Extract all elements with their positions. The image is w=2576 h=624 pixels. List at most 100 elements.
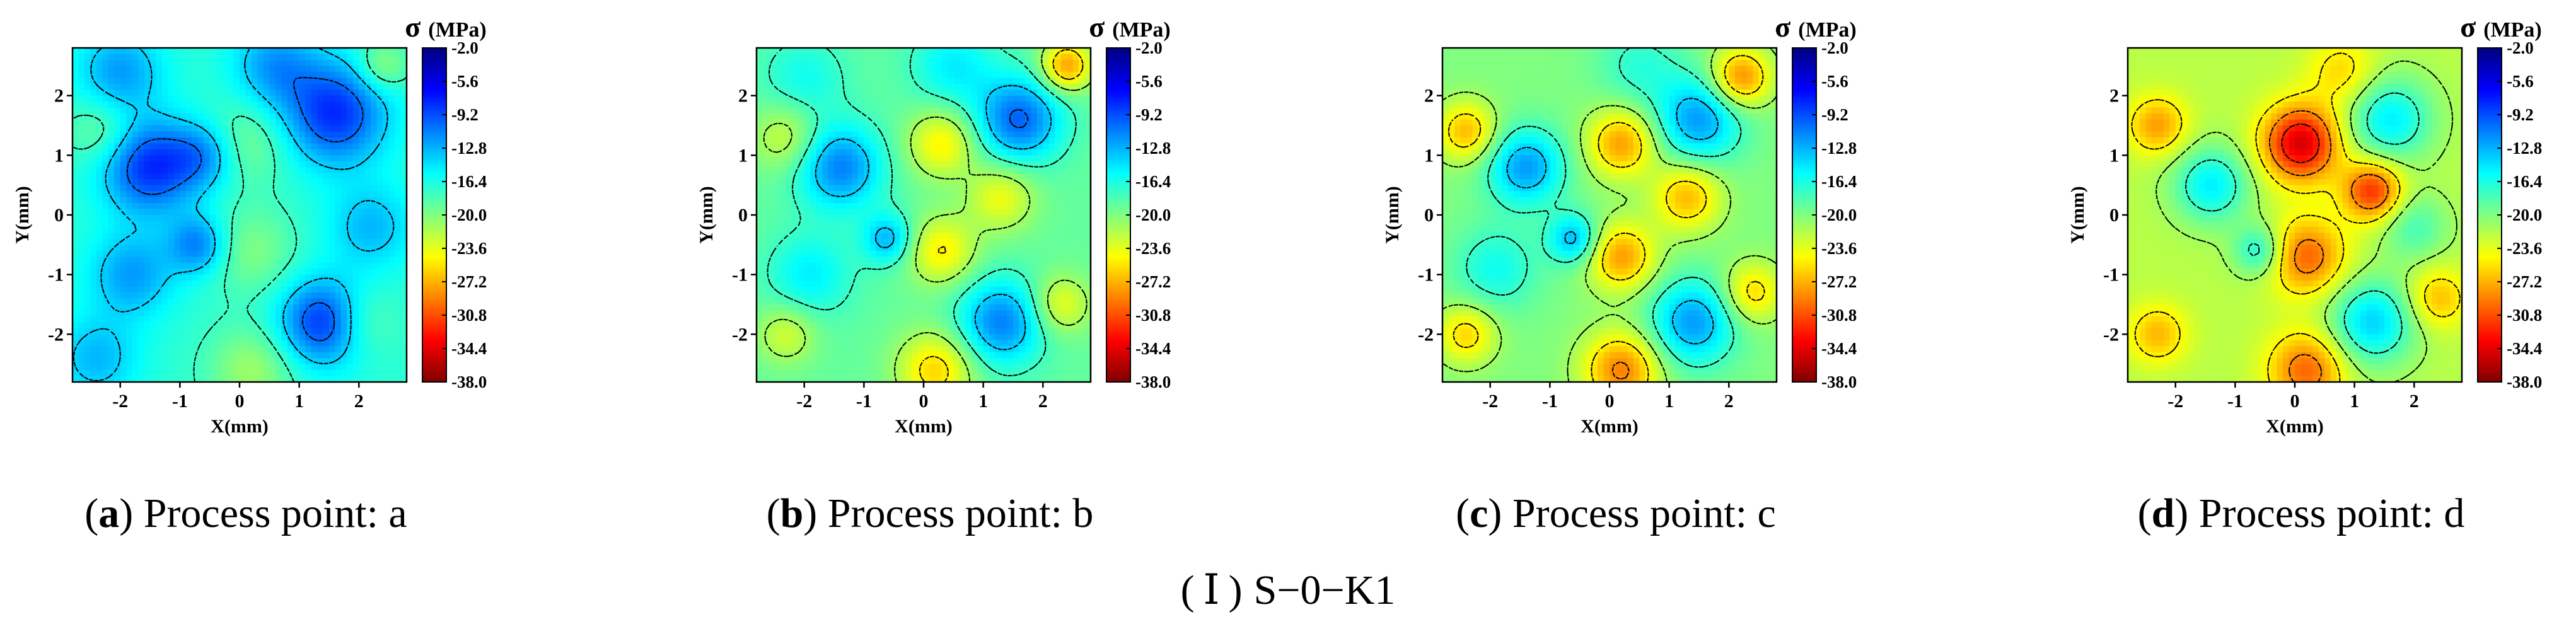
heatmap-cell [936,108,942,114]
heatmap-cell [377,310,383,316]
heatmap-cell [174,125,180,132]
heatmap-cell [359,137,365,144]
heatmap-cell [936,48,942,54]
heatmap-cell [804,167,811,173]
heatmap-cell [252,328,258,335]
heatmap-cell [395,316,401,323]
heatmap-cell [762,233,769,239]
heatmap-cell [960,197,966,204]
heatmap-cell [210,108,216,114]
heatmap-cell [323,287,330,293]
heatmap-cell [257,322,264,328]
heatmap-cell [1037,120,1043,126]
heatmap-cell [774,108,780,114]
heatmap-cell [174,173,180,180]
heatmap-cell [102,143,108,149]
heatmap-cell [222,60,228,66]
heatmap-cell [780,197,787,204]
heatmap-cell [281,233,287,239]
heatmap-cell [1025,197,1031,204]
heatmap-cell [174,96,180,102]
heatmap-cell [780,101,787,108]
heatmap-cell [936,54,942,60]
heatmap-cell [299,269,306,275]
heatmap-cell [341,221,347,227]
heatmap-cell [114,221,120,227]
heatmap-cell [989,149,995,156]
heatmap-cell [144,203,151,209]
heatmap-cell [102,167,108,173]
heatmap-cell [222,143,228,149]
heatmap-cell [84,84,91,90]
heatmap-cell [341,125,347,132]
heatmap-cell [972,108,978,114]
heatmap-cell [834,149,840,156]
heatmap-cell [383,328,389,335]
heatmap-cell [1007,209,1014,216]
heatmap-cell [192,155,198,161]
heatmap-cell [888,221,894,227]
heatmap-cell [102,322,108,328]
heatmap-cell [918,155,924,161]
heatmap-cell [96,149,103,156]
heatmap-cell [287,137,294,144]
heatmap-cell [774,209,780,216]
heatmap-cell [906,90,912,96]
heatmap-cell [774,113,780,120]
heatmap-cell [816,227,823,233]
heatmap-cell [257,257,264,263]
heatmap-cell [846,221,852,227]
heatmap-cell [311,263,318,269]
heatmap-cell [168,48,174,54]
heatmap-cell [786,84,792,90]
heatmap-cell [1061,132,1067,138]
heatmap-cell [257,251,264,257]
heatmap-cell [924,125,930,132]
heatmap-cell [180,60,186,66]
heatmap-cell [180,173,186,180]
heatmap-cell [948,48,954,54]
heatmap-cell [102,48,108,54]
heatmap-cell [222,316,228,323]
heatmap-cell [347,72,353,78]
heatmap-cell [90,173,96,180]
heatmap-cell [335,137,341,144]
heatmap-cell [906,108,912,114]
heatmap-cell [960,60,966,66]
heatmap-cell [804,209,811,216]
heatmap-cell [138,257,144,263]
heatmap-cell [90,257,96,263]
heatmap-cell [798,179,804,185]
heatmap-cell [335,66,341,72]
heatmap-cell [870,54,876,60]
heatmap-cell [228,221,234,227]
heatmap-cell [786,203,792,209]
heatmap-cell [281,54,287,60]
heatmap-cell [941,233,948,239]
heatmap-cell [395,167,401,173]
heatmap-cell [941,197,948,204]
heatmap-cell [96,316,103,323]
heatmap-cell [989,137,995,144]
heatmap-cell [156,316,163,323]
heatmap-cell [299,78,306,84]
heatmap-cell [210,346,216,352]
heatmap-cell [108,209,115,216]
heatmap-cell [1079,167,1085,173]
heatmap-cell [73,316,79,323]
heatmap-cell [792,78,799,84]
heatmap-cell [347,280,353,287]
heatmap-cell [389,108,395,114]
heatmap-cell [186,84,192,90]
heatmap-cell [114,191,120,197]
heatmap-cell [144,120,151,126]
figure: -2 -1 0 1 2-2-1012X(mm)Y(mm)-2.0-5.6-9.2-12.… [0,0,2576,624]
heatmap-cell [906,96,912,102]
heatmap-cell [216,328,222,335]
heatmap-cell [1037,132,1043,138]
heatmap-cell [204,287,210,293]
heatmap-cell [305,310,311,316]
heatmap-cell [281,179,287,185]
heatmap-cell [299,370,306,376]
heatmap-cell [78,66,84,72]
